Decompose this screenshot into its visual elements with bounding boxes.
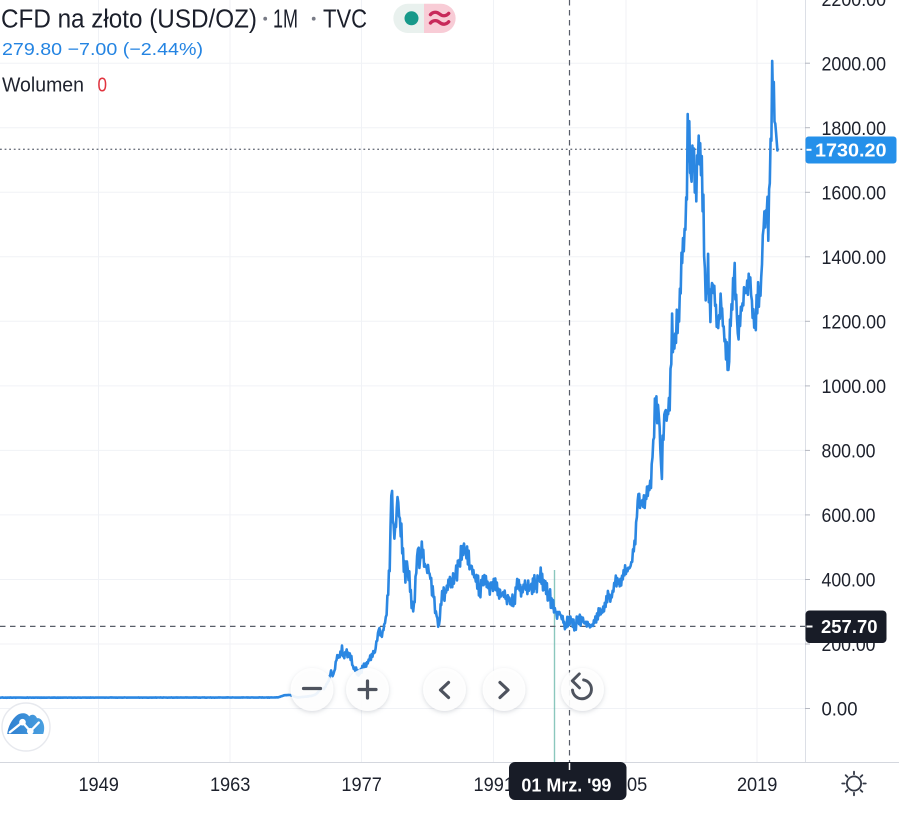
- svg-text:257.70: 257.70: [821, 617, 878, 637]
- svg-text:1730.20: 1730.20: [815, 140, 887, 160]
- svg-text:1949: 1949: [78, 775, 119, 796]
- svg-text:0: 0: [98, 74, 108, 97]
- svg-text:2200.00: 2200.00: [822, 0, 887, 11]
- svg-text:1M: 1M: [273, 6, 298, 34]
- svg-text:400.00: 400.00: [822, 571, 876, 592]
- svg-text:800.00: 800.00: [822, 442, 876, 463]
- svg-text:279.80 −7.00 (−2.44%): 279.80 −7.00 (−2.44%): [2, 39, 203, 59]
- svg-text:0.00: 0.00: [822, 700, 858, 721]
- svg-text:1200.00: 1200.00: [822, 312, 887, 333]
- svg-text:1977: 1977: [341, 775, 382, 796]
- svg-text:Wolumen: Wolumen: [2, 74, 84, 97]
- svg-text:1800.00: 1800.00: [822, 119, 887, 140]
- svg-text:1000.00: 1000.00: [822, 377, 887, 398]
- svg-text:01 Mrz. '99: 01 Mrz. '99: [521, 776, 611, 796]
- svg-text:TVC: TVC: [323, 6, 367, 34]
- svg-text:CFD na złoto (USD/OZ): CFD na złoto (USD/OZ): [1, 6, 257, 34]
- svg-text:1600.00: 1600.00: [822, 183, 887, 204]
- svg-text:1991: 1991: [474, 775, 515, 796]
- svg-text:2000.00: 2000.00: [822, 54, 887, 75]
- svg-text:600.00: 600.00: [822, 506, 876, 527]
- svg-text:1400.00: 1400.00: [822, 248, 887, 269]
- svg-text:2019: 2019: [737, 775, 778, 796]
- svg-text:1963: 1963: [210, 775, 251, 796]
